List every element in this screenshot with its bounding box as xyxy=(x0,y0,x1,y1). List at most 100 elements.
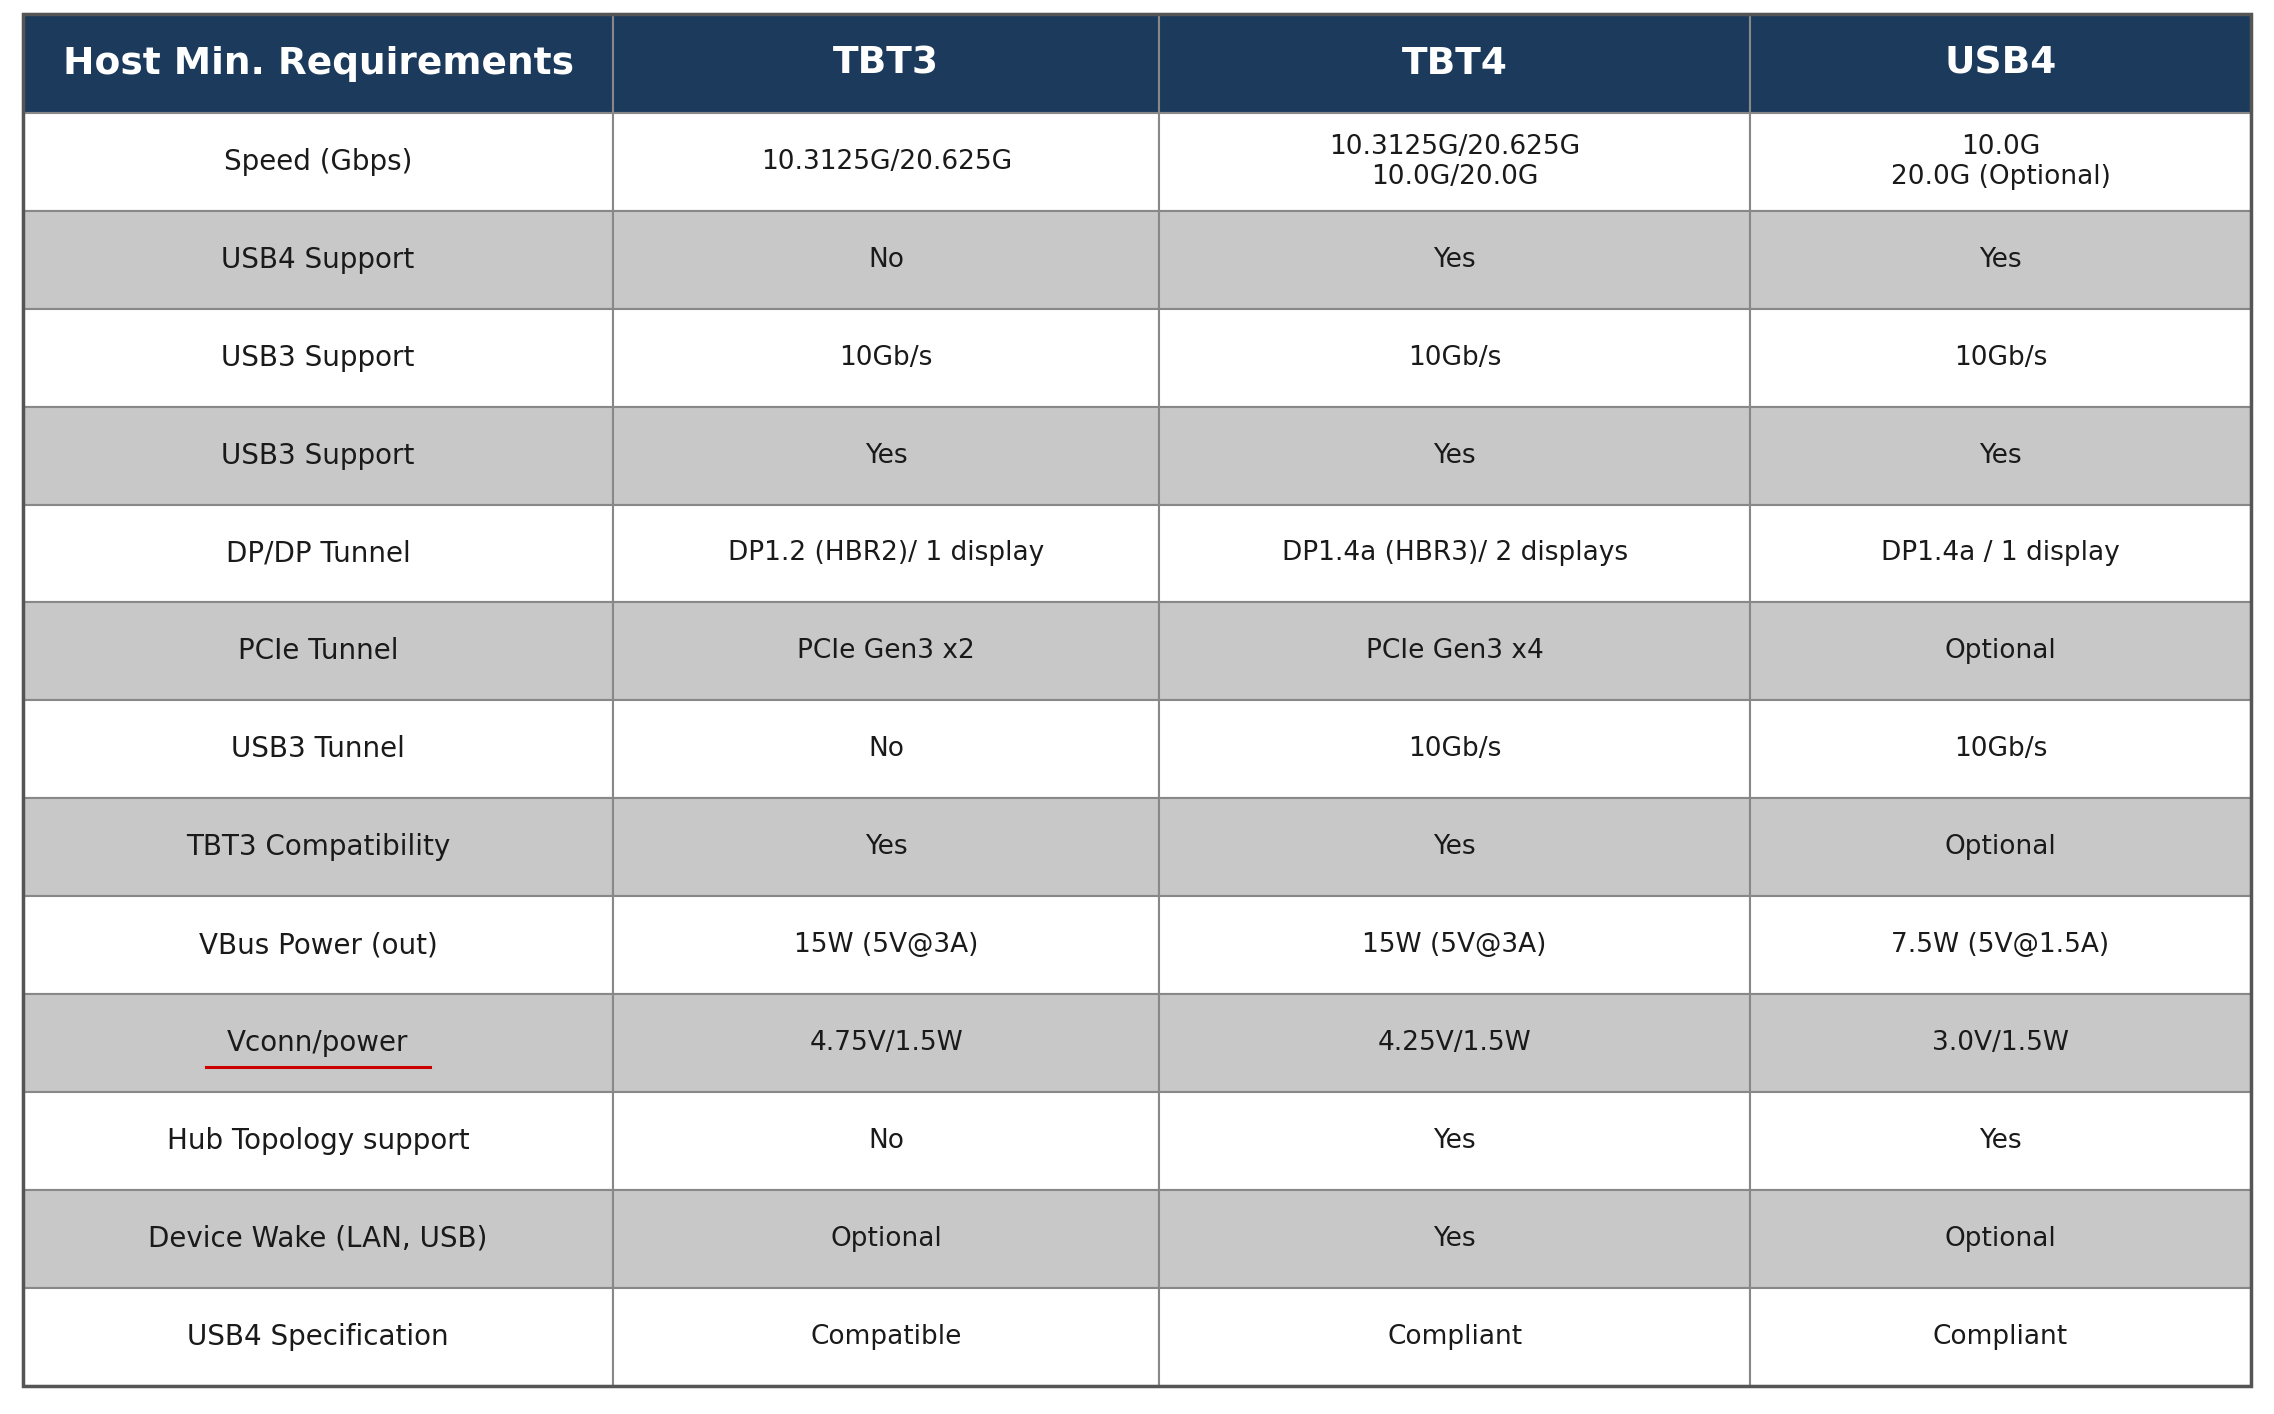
Bar xyxy=(1751,113,2251,211)
Text: VBus Power (out): VBus Power (out) xyxy=(198,932,437,959)
Bar xyxy=(23,994,614,1092)
Text: Yes: Yes xyxy=(1433,1128,1476,1154)
Text: Hub Topology support: Hub Topology support xyxy=(166,1127,468,1155)
Text: Yes: Yes xyxy=(1433,443,1476,468)
Text: 3.0V/1.5W: 3.0V/1.5W xyxy=(1933,1029,2069,1056)
Text: Yes: Yes xyxy=(1433,247,1476,273)
Text: DP1.4a / 1 display: DP1.4a / 1 display xyxy=(1881,540,2119,567)
Bar xyxy=(23,407,614,505)
Bar xyxy=(23,308,614,407)
Text: Yes: Yes xyxy=(1433,834,1476,860)
Text: USB3 Support: USB3 Support xyxy=(221,441,414,469)
Bar xyxy=(23,1191,614,1288)
Bar xyxy=(23,896,614,994)
Text: 10Gb/s: 10Gb/s xyxy=(839,345,932,370)
Text: 10.3125G/20.625G
10.0G/20.0G: 10.3125G/20.625G 10.0G/20.0G xyxy=(1328,134,1580,189)
Bar xyxy=(23,799,614,896)
Bar xyxy=(1751,1092,2251,1191)
Bar xyxy=(1751,896,2251,994)
Bar xyxy=(1160,113,1751,211)
Text: Speed (Gbps): Speed (Gbps) xyxy=(223,148,412,175)
Text: USB4 Specification: USB4 Specification xyxy=(186,1322,448,1350)
Bar xyxy=(23,505,614,602)
Bar xyxy=(1751,1288,2251,1386)
Bar xyxy=(614,1191,1160,1288)
Text: Optional: Optional xyxy=(1944,1226,2056,1251)
Text: USB4: USB4 xyxy=(1944,45,2056,82)
Bar xyxy=(23,1092,614,1191)
Bar xyxy=(1751,1191,2251,1288)
Text: Optional: Optional xyxy=(830,1226,941,1251)
Text: 4.75V/1.5W: 4.75V/1.5W xyxy=(810,1029,964,1056)
Bar xyxy=(1751,505,2251,602)
Bar xyxy=(614,14,1160,113)
Text: Yes: Yes xyxy=(864,443,907,468)
Bar xyxy=(23,211,614,308)
Bar xyxy=(23,700,614,799)
Bar xyxy=(1751,211,2251,308)
Text: Host Min. Requirements: Host Min. Requirements xyxy=(61,45,573,82)
Bar xyxy=(23,1288,614,1386)
Text: TBT3 Compatibility: TBT3 Compatibility xyxy=(186,833,450,861)
Text: 4.25V/1.5W: 4.25V/1.5W xyxy=(1378,1029,1530,1056)
Text: 10.3125G/20.625G: 10.3125G/20.625G xyxy=(762,148,1012,175)
Bar xyxy=(1160,1191,1751,1288)
Text: Yes: Yes xyxy=(1978,1128,2022,1154)
Text: PCIe Gen3 x2: PCIe Gen3 x2 xyxy=(798,638,976,665)
Text: No: No xyxy=(869,1128,905,1154)
Text: USB4 Support: USB4 Support xyxy=(221,246,414,274)
Bar xyxy=(1160,700,1751,799)
Bar xyxy=(614,211,1160,308)
Text: 10Gb/s: 10Gb/s xyxy=(1408,737,1501,762)
Text: Compliant: Compliant xyxy=(1933,1324,2067,1350)
Bar xyxy=(1160,602,1751,700)
Bar xyxy=(1160,799,1751,896)
Bar xyxy=(23,602,614,700)
Bar xyxy=(614,407,1160,505)
Bar xyxy=(1160,1288,1751,1386)
Text: Yes: Yes xyxy=(1978,247,2022,273)
Text: Device Wake (LAN, USB): Device Wake (LAN, USB) xyxy=(148,1225,487,1253)
Text: 10Gb/s: 10Gb/s xyxy=(1953,737,2047,762)
Text: PCIe Gen3 x4: PCIe Gen3 x4 xyxy=(1367,638,1544,665)
Text: USB3 Support: USB3 Support xyxy=(221,344,414,372)
Text: Optional: Optional xyxy=(1944,834,2056,860)
Text: Yes: Yes xyxy=(1433,1226,1476,1251)
Text: Yes: Yes xyxy=(864,834,907,860)
Bar xyxy=(1751,407,2251,505)
Bar xyxy=(1160,896,1751,994)
Bar xyxy=(614,1092,1160,1191)
Text: 10.0G
20.0G (Optional): 10.0G 20.0G (Optional) xyxy=(1890,134,2110,189)
Bar xyxy=(1751,994,2251,1092)
Bar xyxy=(614,505,1160,602)
Text: Compatible: Compatible xyxy=(810,1324,962,1350)
Text: USB3 Tunnel: USB3 Tunnel xyxy=(232,735,405,764)
Bar xyxy=(23,113,614,211)
Bar xyxy=(614,896,1160,994)
Text: TBT3: TBT3 xyxy=(832,45,939,82)
Bar xyxy=(614,1288,1160,1386)
Text: DP/DP Tunnel: DP/DP Tunnel xyxy=(225,540,409,567)
Bar xyxy=(1160,505,1751,602)
Text: PCIe Tunnel: PCIe Tunnel xyxy=(239,638,398,666)
Text: No: No xyxy=(869,737,905,762)
Bar xyxy=(614,700,1160,799)
Text: 7.5W (5V@1.5A): 7.5W (5V@1.5A) xyxy=(1892,932,2110,959)
Bar xyxy=(1751,602,2251,700)
Text: TBT4: TBT4 xyxy=(1401,45,1508,82)
Bar xyxy=(1751,700,2251,799)
Text: Optional: Optional xyxy=(1944,638,2056,665)
Bar xyxy=(1160,407,1751,505)
Bar xyxy=(614,602,1160,700)
Bar xyxy=(1751,14,2251,113)
Text: Yes: Yes xyxy=(1978,443,2022,468)
Text: Vconn/power: Vconn/power xyxy=(227,1029,409,1058)
Bar xyxy=(23,14,614,113)
Text: 15W (5V@3A): 15W (5V@3A) xyxy=(794,932,978,959)
Text: No: No xyxy=(869,247,905,273)
Text: Compliant: Compliant xyxy=(1387,1324,1521,1350)
Text: 10Gb/s: 10Gb/s xyxy=(1953,345,2047,370)
Bar xyxy=(1160,1092,1751,1191)
Bar xyxy=(1751,799,2251,896)
Bar xyxy=(1160,14,1751,113)
